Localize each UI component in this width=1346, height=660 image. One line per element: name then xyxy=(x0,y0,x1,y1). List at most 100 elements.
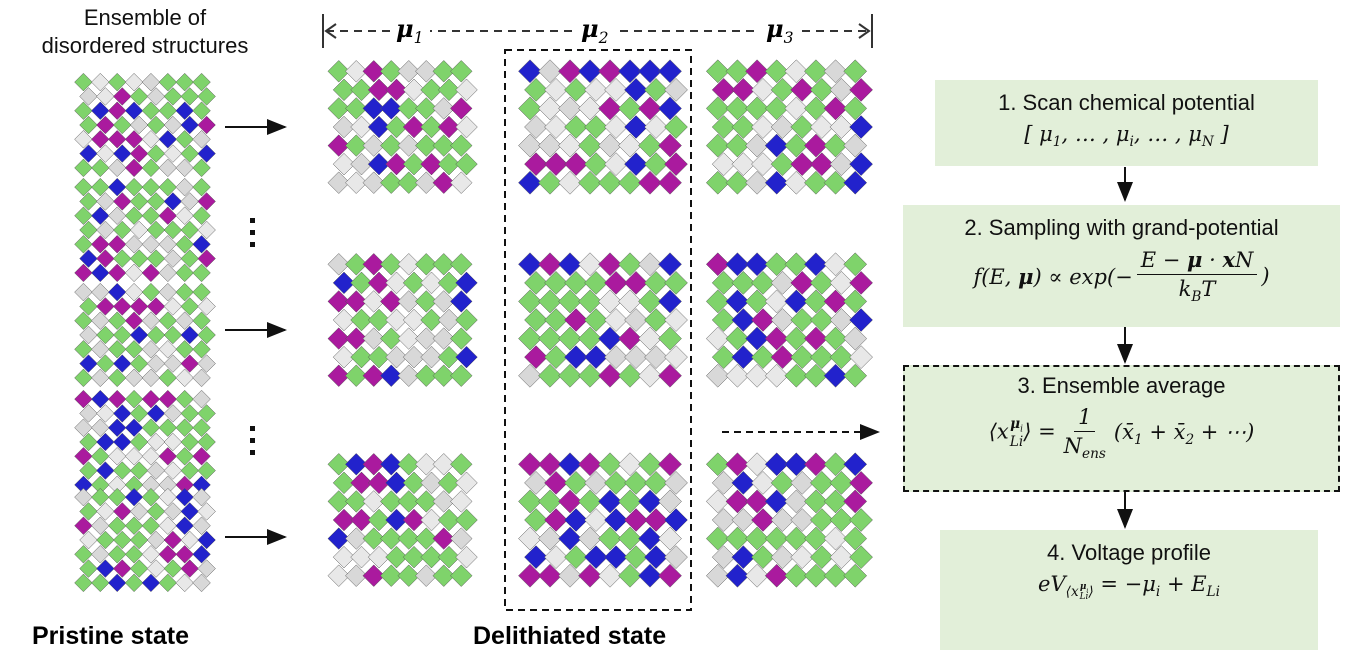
structure-tile xyxy=(125,419,143,437)
structure-tile xyxy=(113,433,131,451)
structure-tile xyxy=(147,405,165,423)
structure-tile xyxy=(130,462,148,480)
structure-tile xyxy=(75,447,93,465)
structure-tile xyxy=(164,193,182,211)
structure-tile xyxy=(142,390,160,408)
structure-tile xyxy=(80,221,98,239)
structure-tile xyxy=(664,471,687,494)
structure-tile xyxy=(193,283,211,301)
structure-tile xyxy=(598,327,621,350)
structure-tile xyxy=(558,290,581,313)
structure-tile xyxy=(544,471,567,494)
structure-tile xyxy=(198,433,216,451)
structure-tile xyxy=(844,171,867,194)
structure-tile xyxy=(578,290,601,313)
structure-tile xyxy=(664,308,687,331)
diagram: Ensemble of disordered structures μ1 μ2 … xyxy=(0,0,1346,660)
structure-tile xyxy=(164,326,182,344)
structure-tile xyxy=(544,115,567,138)
formula-text: + x̄ xyxy=(1143,420,1186,444)
structure-tile xyxy=(658,253,681,276)
structure-tile xyxy=(450,60,472,82)
structure-tile xyxy=(159,488,177,506)
structure-tile xyxy=(130,250,148,268)
structure-tile xyxy=(658,453,681,476)
structure-tile xyxy=(558,171,581,194)
structure-tile xyxy=(658,490,681,513)
structure-tile xyxy=(664,78,687,101)
fraction: 1Nens xyxy=(1060,405,1110,462)
structure-tile xyxy=(450,172,472,194)
structure-tile xyxy=(176,419,194,437)
structure-tile xyxy=(850,115,873,138)
structure-tile xyxy=(564,546,587,569)
structure-tile xyxy=(456,116,478,138)
structure-tile xyxy=(181,250,199,268)
structure-tile xyxy=(544,308,567,331)
structure-tile xyxy=(524,346,547,369)
structure-tile xyxy=(456,79,478,101)
structure-tile xyxy=(658,171,681,194)
structure-tile xyxy=(604,346,627,369)
structure-tile xyxy=(159,312,177,330)
structure-tile xyxy=(108,488,126,506)
structure-tile xyxy=(97,116,115,134)
structure-tile xyxy=(91,369,109,387)
formula-text: · xyxy=(1202,248,1222,272)
structure-tile xyxy=(638,364,661,387)
structure-tile xyxy=(558,527,581,550)
structure-tile xyxy=(538,564,561,587)
structure-tile xyxy=(664,271,687,294)
step-box: 3. Ensemble average ⟨xμiLi⟩ = 1Nens(x̄1 … xyxy=(903,365,1340,492)
structure-tile xyxy=(130,326,148,344)
structure-tile xyxy=(538,290,561,313)
formula-text: + ⋯) xyxy=(1194,420,1254,444)
structure-tile xyxy=(147,298,165,316)
structure-tile xyxy=(147,433,165,451)
structure-tile xyxy=(181,88,199,106)
structure-tile xyxy=(193,447,211,465)
structure-tile xyxy=(159,264,177,282)
structure-tile xyxy=(456,546,478,568)
structure-tile xyxy=(176,283,194,301)
structure-tile xyxy=(638,134,661,157)
structure-tile xyxy=(658,527,681,550)
structure-tile xyxy=(97,405,115,423)
structure-tile xyxy=(108,130,126,148)
structure-tile xyxy=(544,78,567,101)
structure-tile xyxy=(164,560,182,578)
formula-text: + E xyxy=(1160,572,1206,596)
structure-tile xyxy=(176,159,194,177)
structure-tile xyxy=(181,326,199,344)
structure-tile xyxy=(176,235,194,253)
formula-text: T xyxy=(1201,277,1215,301)
structure-tile xyxy=(844,134,867,157)
structure-tile xyxy=(91,447,109,465)
structure-tile xyxy=(598,97,621,120)
structure-tile xyxy=(159,283,177,301)
structure-tile xyxy=(176,312,194,330)
structure-tile xyxy=(75,340,93,358)
structure-tile xyxy=(538,453,561,476)
structure-tile xyxy=(538,327,561,350)
structure-tile xyxy=(538,364,561,387)
structure-tile xyxy=(456,153,478,175)
structure-tile xyxy=(108,369,126,387)
structure-tile xyxy=(108,447,126,465)
structure-tile xyxy=(75,312,93,330)
structure-tile xyxy=(198,116,216,134)
structure-tile xyxy=(450,135,472,157)
structure-tile xyxy=(198,145,216,163)
structure-tile xyxy=(598,527,621,550)
structure-tile xyxy=(193,312,211,330)
structure-tile xyxy=(198,531,216,549)
structure-tile xyxy=(80,503,98,521)
structure-tile xyxy=(176,369,194,387)
structure-tile xyxy=(538,134,561,157)
structure-tile xyxy=(130,355,148,373)
structure-tile xyxy=(850,546,873,569)
heading-line: disordered structures xyxy=(0,32,290,60)
structure-tile xyxy=(193,130,211,148)
structure-tile xyxy=(75,235,93,253)
structure-tile xyxy=(598,364,621,387)
